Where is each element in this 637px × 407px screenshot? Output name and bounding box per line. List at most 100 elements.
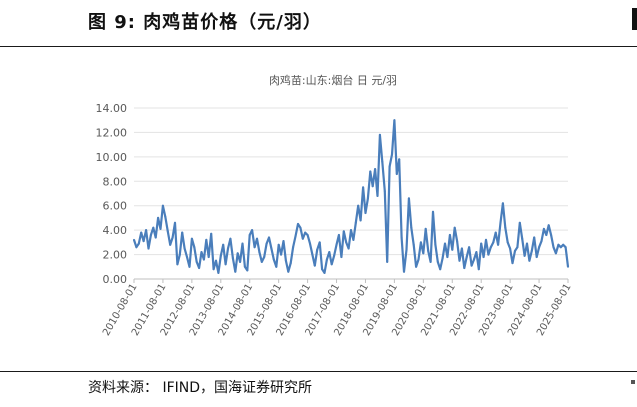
data-point — [171, 236, 174, 239]
data-point — [234, 270, 237, 273]
data-point — [325, 258, 328, 261]
chart-area: 肉鸡苗:山东:烟台 日 元/羽 0.00 2.00 4.00 6.00 8.00 10.0… — [0, 46, 637, 371]
data-point — [318, 241, 321, 244]
series-layer — [132, 119, 570, 274]
data-point — [477, 268, 480, 271]
data-point — [219, 254, 222, 257]
data-point — [297, 223, 299, 225]
data-point — [489, 246, 492, 249]
data-point — [540, 240, 543, 243]
data-point — [183, 247, 186, 250]
data-point — [374, 168, 377, 171]
data-point — [152, 226, 155, 229]
data-point — [277, 243, 280, 246]
y-tick-label: 12.00 — [96, 126, 128, 139]
data-point — [458, 259, 461, 262]
data-point — [369, 170, 372, 173]
data-point — [222, 243, 225, 246]
y-tick-label: 2.00 — [103, 249, 128, 262]
data-point — [292, 246, 295, 249]
data-point — [335, 243, 338, 246]
data-point — [441, 257, 444, 260]
data-point — [424, 227, 427, 230]
data-point — [386, 260, 389, 263]
data-point — [559, 246, 562, 249]
y-tick-label: 6.00 — [103, 200, 128, 213]
data-point — [202, 258, 205, 261]
data-point — [419, 241, 422, 244]
data-point — [188, 265, 191, 268]
data-point — [340, 256, 343, 258]
data-point — [137, 242, 140, 245]
data-point — [200, 251, 203, 254]
y-tick-label: 14.00 — [96, 102, 128, 115]
data-point — [231, 257, 234, 260]
data-point — [268, 236, 270, 239]
data-point — [547, 224, 550, 227]
data-point — [475, 251, 478, 254]
data-point — [147, 247, 150, 250]
chart-title: 肉鸡苗:山东:烟台 日 元/羽 — [269, 73, 397, 87]
data-point — [564, 246, 567, 249]
data-point — [412, 243, 415, 246]
data-point — [284, 259, 287, 262]
data-point — [169, 243, 172, 246]
data-point — [333, 254, 336, 257]
y-tick-label: 0.00 — [103, 273, 128, 286]
y-tick-label: 4.00 — [103, 224, 128, 237]
data-point — [149, 234, 152, 236]
data-point — [453, 226, 456, 229]
data-point — [533, 236, 536, 239]
data-point — [460, 247, 463, 250]
figure-title: 图 9: 肉鸡苗价格（元/羽） — [88, 12, 322, 33]
data-point — [265, 242, 268, 245]
data-point — [205, 238, 208, 241]
data-point — [224, 263, 227, 266]
data-point — [142, 240, 145, 243]
data-point — [378, 133, 381, 136]
data-point — [198, 267, 201, 269]
data-point — [552, 246, 555, 249]
data-point — [345, 241, 348, 244]
data-point — [485, 238, 487, 241]
data-point — [190, 237, 193, 240]
data-point — [337, 234, 340, 236]
data-point — [294, 235, 297, 238]
data-point — [417, 258, 420, 261]
data-point — [439, 268, 442, 271]
data-point — [275, 265, 278, 268]
edge-mark — [632, 8, 637, 30]
data-point — [258, 251, 261, 254]
data-point — [562, 243, 565, 246]
data-point — [193, 246, 196, 249]
data-point — [480, 242, 483, 245]
data-point — [492, 241, 495, 244]
data-point — [403, 270, 405, 273]
data-point — [381, 160, 384, 163]
data-point — [364, 212, 367, 214]
data-point — [415, 265, 418, 268]
data-point — [280, 253, 283, 256]
data-point — [210, 232, 213, 235]
data-point — [133, 238, 135, 241]
data-point — [405, 248, 408, 251]
data-point — [511, 262, 514, 265]
data-point — [470, 264, 473, 267]
data-point — [432, 210, 434, 213]
data-point — [174, 221, 176, 224]
data-point — [207, 256, 210, 258]
x-axis: 2010-08-012011-08-012012-08-012013-08-01… — [101, 279, 574, 338]
data-point — [391, 153, 393, 156]
data-point — [321, 268, 324, 271]
data-point — [465, 256, 468, 258]
data-point — [526, 242, 528, 245]
data-point — [239, 260, 242, 263]
data-point — [164, 215, 167, 218]
data-point — [154, 236, 157, 239]
data-point — [444, 242, 446, 245]
data-point — [135, 246, 138, 249]
data-point — [304, 231, 307, 234]
data-point — [530, 249, 533, 252]
data-point — [229, 237, 232, 240]
data-point — [251, 229, 254, 232]
